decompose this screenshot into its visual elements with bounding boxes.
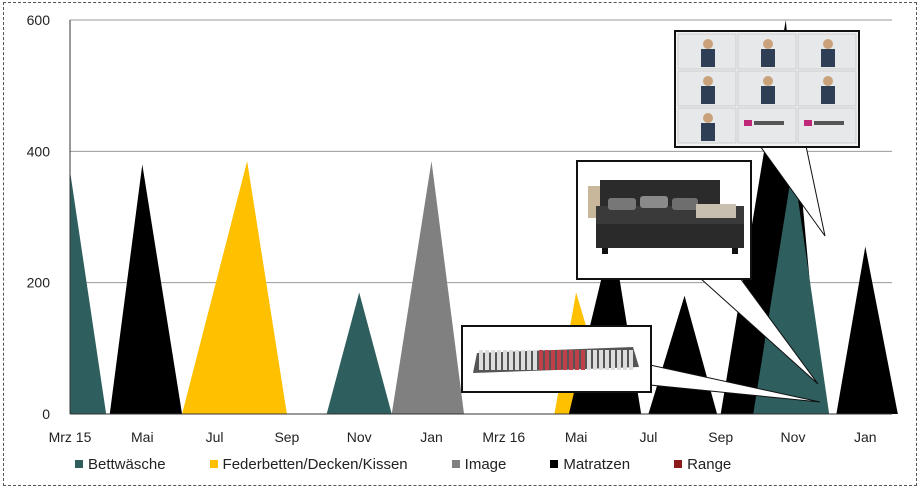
x-tick-label: Jan: [854, 429, 877, 445]
x-tick-label: Sep: [274, 429, 299, 445]
legend-item: Bettwäsche: [75, 456, 166, 473]
x-tick-label: Jul: [206, 429, 224, 445]
x-tick-label: Nov: [781, 429, 806, 445]
x-tick-label: Jan: [420, 429, 443, 445]
flight-mark-federbetten-decken-kissen: [182, 161, 287, 414]
legend-item: Range: [674, 456, 731, 473]
flight-mark-bettw-sche: [753, 164, 830, 414]
chart-legend: Bettwäsche Federbetten/Decken/Kissen Image…: [75, 453, 775, 475]
slatted-frame-picture: [463, 327, 650, 391]
boxspring-bed-box: [576, 160, 752, 280]
x-tick-label: Mrz 15: [49, 429, 92, 445]
flight-mark-bettw-sche: [326, 292, 392, 414]
x-tick-labels: Mrz 15 Mai Jul Sep Nov Jan Mrz 16 Mai Jul Sep Nov J…: [49, 429, 877, 445]
legend-label: Range: [687, 455, 732, 473]
flight-mark-matratzen: [836, 246, 898, 414]
y-tick-label: 400: [27, 143, 51, 159]
legend-item: Image: [451, 455, 507, 473]
y-tick-label: 600: [27, 12, 51, 28]
legend-swatch: [451, 460, 460, 468]
x-tick-label: Jul: [639, 429, 657, 445]
x-tick-label: Mai: [565, 429, 588, 445]
legend-label: Image: [464, 455, 507, 473]
y-tick-labels: 0 200 400 600: [27, 12, 51, 422]
slatted-frame-box: [461, 325, 652, 393]
y-tick-label: 200: [27, 275, 51, 291]
legend-swatch: [75, 460, 83, 468]
flight-mark-matratzen: [648, 295, 718, 414]
legend-item: Federbetten/Decken/Kissen: [209, 455, 408, 473]
legend-swatch: [209, 460, 218, 468]
x-tick-label: Mrz 16: [482, 429, 525, 445]
x-tick-label: Sep: [708, 429, 733, 445]
legend-swatch: [550, 460, 559, 468]
boxspring-bed-picture: [578, 162, 750, 278]
chart-frame: [3, 2, 917, 486]
video-thumbnails-box: [674, 30, 860, 148]
y-tick-label: 0: [42, 406, 50, 422]
legend-swatch: [674, 460, 683, 468]
legend-label: Bettwäsche: [88, 455, 166, 473]
legend-label: Matratzen: [563, 455, 631, 473]
video-thumbnails-picture: [676, 32, 858, 146]
legend-label: Federbetten/Decken/Kissen: [222, 455, 408, 473]
legend-item: Matratzen: [550, 456, 630, 473]
flight-mark-image: [391, 161, 465, 414]
x-tick-label: Mai: [131, 429, 154, 445]
axes: [69, 20, 892, 415]
image-callouts: [649, 145, 826, 403]
flight-mark-matratzen: [109, 164, 183, 414]
x-tick-label: Nov: [347, 429, 372, 445]
flight-mark-bettw-sche: [70, 171, 107, 414]
